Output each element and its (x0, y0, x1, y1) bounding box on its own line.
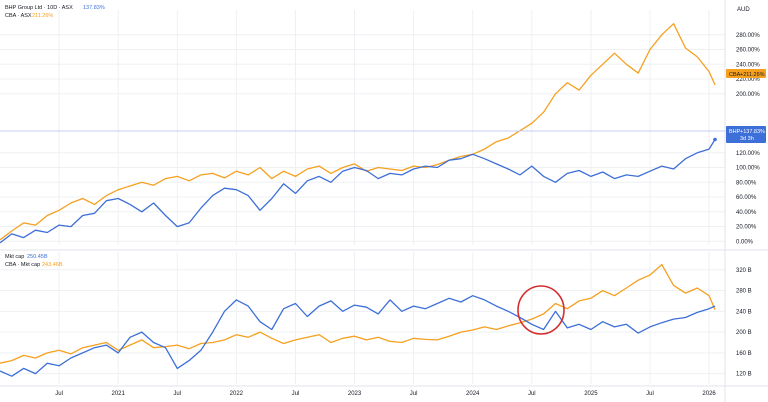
legend-cba-mktcap-label: CBA · Mkt cap (5, 262, 40, 268)
top-price-axis[interactable]: 0.00% 20.00% 40.00% 60.00% 80.00% 100.00% 120.… (736, 33, 760, 246)
bottom-price-axis[interactable]: 120 B 160 B 200 B 240 B 280 B 320 B (736, 268, 752, 378)
y-tick-label: 200 B (736, 330, 752, 336)
y-tick-label: 280.00% (736, 33, 760, 39)
cba-price-tag[interactable]: CBA +211.26% (726, 69, 766, 78)
legend-mktcap-label: Mkt cap (5, 254, 24, 260)
cba-tag-value: +211.26% (740, 72, 765, 78)
y-tick-label: 40.00% (736, 210, 757, 216)
highlight-circle (517, 285, 565, 335)
top-legend: BHP Group Ltd · 10D · ASX 137.83% CBA · … (5, 5, 105, 19)
y-tick-label: 160 B (736, 351, 752, 357)
bhp-tag-name: BHP (729, 129, 741, 135)
bottom-legend: Mkt cap 250.45B CBA · Mkt cap 243.46B (5, 254, 63, 268)
series-line-mkt-cap[interactable] (0, 295, 716, 377)
y-tick-label: 240 B (736, 309, 752, 315)
x-tick-label: Jul (646, 391, 654, 397)
y-tick-label: 100.00% (736, 166, 760, 172)
legend-bhp-value: 137.83% (83, 5, 105, 11)
y-tick-label: 20.00% (736, 225, 757, 231)
y-tick-label: 260.00% (736, 48, 760, 54)
legend-bhp-label: BHP Group Ltd · 10D · ASX (5, 5, 73, 11)
legend-mktcap-value: 250.45B (27, 254, 48, 260)
x-tick-label: Jul (55, 391, 63, 397)
x-tick-label: 2021 (112, 391, 126, 397)
x-tick-label: 2026 (702, 391, 716, 397)
y-tick-label: 220.00% (736, 77, 760, 83)
y-tick-label: 240.00% (736, 62, 760, 68)
x-tick-label: 2024 (466, 391, 480, 397)
y-tick-label: 120 B (736, 372, 752, 378)
x-tick-label: Jul (528, 391, 536, 397)
bottom-pane-series[interactable] (0, 263, 716, 377)
bhp-tag-time: 3d 3h (740, 136, 754, 142)
legend-cba-mktcap-value: 243.46B (42, 262, 63, 268)
x-tick-label: Jul (173, 391, 181, 397)
y-tick-label: 60.00% (736, 195, 757, 201)
legend-cba-value: 211.26% (32, 13, 53, 19)
top-pane-grid (0, 10, 725, 245)
currency-unit: AUD (737, 7, 750, 13)
cba-tag-name: CBA (729, 72, 741, 78)
cba-tag-box (726, 69, 766, 78)
y-tick-label: 320 B (736, 268, 752, 274)
x-tick-label: Jul (410, 391, 418, 397)
y-tick-label: 280 B (736, 289, 752, 295)
bhp-tag-value: +137.83% (740, 129, 765, 135)
y-tick-label: 200.00% (736, 92, 760, 98)
y-tick-label: 0.00% (736, 239, 754, 245)
x-tick-label: Jul (292, 391, 300, 397)
x-tick-label: 2022 (230, 391, 244, 397)
y-tick-label: 120.00% (736, 151, 760, 157)
bhp-last-point (713, 137, 717, 142)
bhp-tag-box (726, 126, 766, 143)
legend-cba-label: CBA · ASX (5, 13, 32, 19)
time-axis[interactable]: Jul 2021 Jul 2022 Jul 2023 Jul 2024 Jul 2025 Jul 20… (55, 391, 716, 397)
y-tick-label: 80.00% (736, 180, 757, 186)
top-pane-series[interactable] (0, 23, 717, 244)
x-tick-label: 2023 (348, 391, 362, 397)
bhp-price-tag[interactable]: BHP +137.83% 3d 3h (726, 126, 766, 143)
series-line-bhp[interactable] (0, 139, 716, 244)
series-line-cba[interactable] (0, 23, 716, 241)
x-tick-label: 2025 (584, 391, 598, 397)
